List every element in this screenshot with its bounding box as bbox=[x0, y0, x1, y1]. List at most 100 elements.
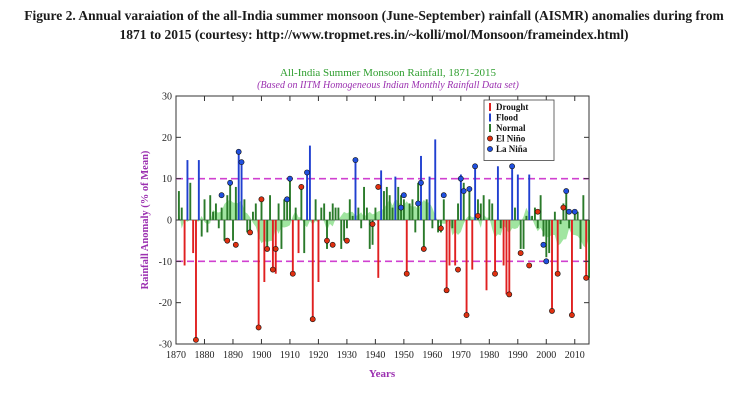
y-tick-label: 30 bbox=[162, 92, 172, 103]
x-tick-label: 1930 bbox=[337, 350, 357, 361]
legend-la_nina-swatch bbox=[487, 146, 493, 152]
el-nino-marker bbox=[554, 270, 561, 277]
normal-bar bbox=[234, 186, 237, 220]
la-nina-marker bbox=[238, 159, 245, 166]
normal-bar bbox=[562, 203, 565, 220]
legend-drought-label: Drought bbox=[496, 102, 528, 112]
el-nino-marker bbox=[369, 221, 376, 228]
caption-line-1: Figure 2. Annual varaiation of the all-I… bbox=[24, 8, 724, 23]
el-nino-marker bbox=[258, 196, 265, 203]
normal-bar bbox=[582, 195, 585, 220]
normal-bar bbox=[294, 207, 297, 220]
normal-bar bbox=[254, 203, 257, 220]
drought-bar bbox=[494, 220, 497, 274]
el-nino-marker bbox=[269, 266, 276, 273]
normal-bar bbox=[200, 220, 203, 237]
x-tick-label: 1870 bbox=[166, 350, 186, 361]
legend-normal-swatch bbox=[489, 124, 491, 132]
x-tick-label: 1910 bbox=[280, 350, 300, 361]
normal-bar bbox=[499, 220, 502, 229]
el-nino-marker bbox=[403, 270, 410, 277]
x-tick-label: 1960 bbox=[422, 350, 442, 361]
x-tick-label: 1940 bbox=[365, 350, 385, 361]
drought-bar bbox=[271, 220, 274, 270]
normal-bar bbox=[383, 191, 385, 220]
flood-bar bbox=[394, 176, 397, 220]
flood-bar bbox=[197, 160, 200, 220]
drought-bar bbox=[257, 220, 260, 328]
chart-title: All-India Summer Monsoon Rainfall, 1871-… bbox=[280, 67, 497, 79]
normal-bar bbox=[334, 207, 337, 220]
caption-line-2-suffix: ) bbox=[624, 27, 629, 42]
y-tick-label: -30 bbox=[159, 340, 172, 351]
normal-bar bbox=[388, 195, 391, 220]
normal-bar bbox=[209, 195, 212, 220]
el-nino-marker bbox=[264, 246, 271, 252]
caption-url-link[interactable]: http://www.tropmet.res.in/~kolli/mol/Mon… bbox=[255, 27, 624, 42]
el-nino-marker bbox=[329, 241, 336, 248]
el-nino-marker bbox=[475, 212, 481, 219]
la-nina-marker bbox=[398, 204, 404, 211]
x-tick-label: 1980 bbox=[479, 350, 499, 361]
normal-bar bbox=[553, 211, 556, 220]
normal-bar bbox=[363, 186, 365, 220]
la-nina-marker bbox=[472, 163, 478, 170]
normal-bar bbox=[177, 191, 180, 220]
normal-bar bbox=[357, 207, 360, 220]
normal-bar bbox=[579, 220, 582, 249]
normal-bar bbox=[422, 220, 425, 249]
flood-bar bbox=[380, 170, 383, 220]
normal-bar bbox=[283, 199, 286, 220]
normal-bar bbox=[212, 211, 215, 220]
la-nina-marker bbox=[418, 179, 424, 186]
drought-bar bbox=[551, 220, 553, 311]
el-nino-marker bbox=[272, 246, 279, 252]
el-nino-marker bbox=[492, 270, 498, 277]
normal-bar bbox=[568, 220, 571, 229]
drought-bar bbox=[291, 220, 294, 274]
flood-bar bbox=[434, 139, 437, 220]
normal-bar bbox=[323, 203, 326, 220]
normal-bar bbox=[180, 207, 183, 220]
normal-bar bbox=[229, 182, 232, 220]
el-nino-marker bbox=[193, 336, 199, 343]
normal-bar bbox=[488, 199, 491, 220]
normal-bar bbox=[533, 207, 536, 220]
normal-bar bbox=[214, 203, 217, 220]
y-tick-label: 10 bbox=[162, 174, 172, 185]
y-tick-label: 0 bbox=[167, 216, 172, 227]
normal-bar bbox=[542, 220, 545, 237]
normal-bar bbox=[249, 220, 252, 233]
drought-bar bbox=[445, 220, 448, 291]
normal-bar bbox=[462, 182, 465, 220]
normal-bar bbox=[348, 199, 351, 220]
normal-bar bbox=[223, 220, 226, 241]
normal-bar bbox=[328, 211, 331, 220]
normal-bar bbox=[203, 199, 206, 220]
normal-bar bbox=[346, 220, 348, 229]
el-nino-marker bbox=[569, 312, 575, 318]
el-nino-marker bbox=[247, 229, 253, 236]
el-nino-marker bbox=[420, 246, 427, 252]
drought-bar bbox=[311, 220, 314, 320]
y-tick-label: -20 bbox=[159, 298, 172, 309]
drought-bar bbox=[192, 220, 195, 254]
el-nino-marker bbox=[298, 184, 305, 190]
normal-bar bbox=[519, 220, 522, 249]
normal-bar bbox=[425, 199, 428, 220]
normal-bar bbox=[431, 220, 434, 229]
flood-bar bbox=[237, 151, 240, 220]
el-nino-marker bbox=[443, 287, 450, 294]
el-nino-marker bbox=[437, 225, 444, 232]
drought-bar bbox=[502, 220, 505, 266]
el-nino-marker bbox=[517, 250, 524, 256]
el-nino-marker bbox=[560, 204, 567, 211]
normal-bar bbox=[414, 220, 417, 233]
flood-bar bbox=[354, 160, 357, 220]
chart-subtitle: (Based on IITM Homogeneous Indian Monthl… bbox=[257, 80, 519, 91]
normal-bar bbox=[514, 207, 516, 220]
flood-bar bbox=[528, 174, 531, 220]
normal-bar bbox=[468, 191, 471, 220]
la-nina-marker bbox=[227, 179, 234, 186]
